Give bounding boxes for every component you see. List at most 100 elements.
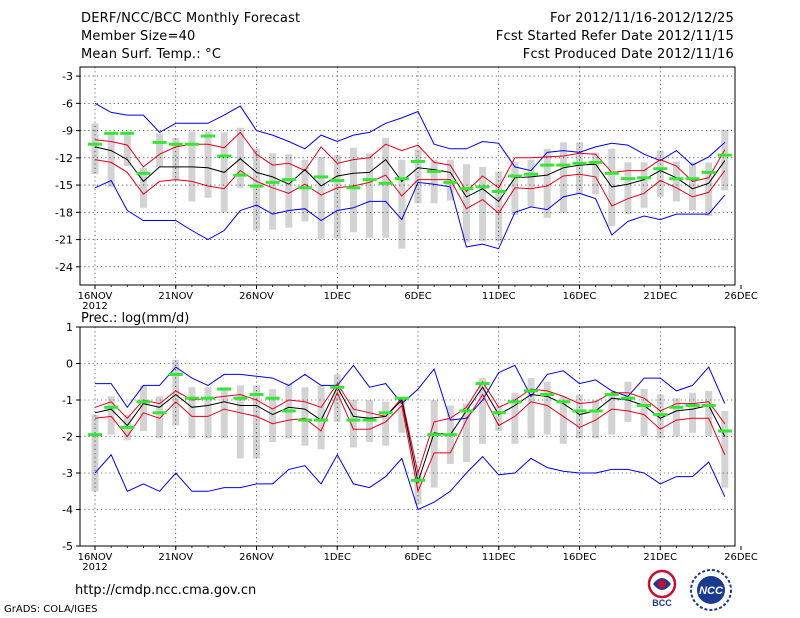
temp-x-tick-label: 26DEC	[724, 291, 758, 302]
temp-y-tick-label: -6	[62, 97, 73, 110]
temp-member-box	[366, 153, 374, 238]
precipitation-panel: 1 0 -1 -2 -3 -4 -5 16NOV 21NOV 26NOV 1DEC 6DEC 11DEC…	[62, 311, 758, 573]
prec-member-box	[705, 390, 713, 437]
prec-member-box	[156, 396, 164, 439]
prec-member-box	[107, 396, 115, 435]
prec-x-tick-label: 26NOV	[239, 552, 274, 563]
prec-x-tick-label: 16NOV	[78, 552, 113, 563]
temp-member-box	[91, 123, 99, 175]
header-title: DERF/NCC/BCC Monthly Forecast	[81, 11, 301, 26]
prec-x-tick-label: 26DEC	[724, 552, 758, 563]
prec-member-box	[608, 394, 616, 435]
temp-series-upper-spread	[94, 131, 726, 193]
prec-y-tick-label: -1	[62, 394, 73, 407]
temp-y-tick-label: -9	[62, 125, 73, 138]
temp-plot-frame	[79, 66, 736, 286]
temp-member-box	[398, 159, 406, 249]
temp-member-box	[285, 154, 293, 228]
prec-series-lower-spread	[94, 391, 726, 494]
prec-member-box	[91, 414, 99, 492]
prec-member-box	[430, 400, 438, 488]
prec-member-box	[640, 389, 648, 437]
prec-member-box	[204, 387, 212, 439]
prec-x-tick-label: 21NOV	[158, 552, 193, 563]
temp-member-box	[527, 159, 535, 207]
prec-member-box	[333, 374, 341, 422]
temp-year-label: 2012	[82, 301, 107, 312]
temp-member-box	[559, 142, 567, 214]
prec-x-tick-label: 6DEC	[404, 552, 431, 563]
temperature-panel: -3 -6 -9 -12 -15 -18 -21 -24 16NOV 21NOV 26NOV 1DEC…	[55, 66, 758, 312]
prec-series-ensemble-mean	[94, 386, 726, 485]
temp-member-box	[705, 162, 713, 216]
temp-y-tick-label: -21	[55, 234, 73, 247]
temp-member-box	[414, 148, 422, 204]
prec-member-box	[462, 403, 470, 463]
temp-y-tick-label: -3	[62, 70, 73, 83]
temp-member-box	[317, 156, 325, 239]
temp-member-box	[430, 159, 438, 204]
temp-y-tick-label: -12	[55, 152, 73, 165]
temp-member-box	[382, 137, 390, 238]
temp-y-tick-label: -24	[55, 261, 73, 274]
temp-x-tick-label: 21NOV	[158, 291, 193, 302]
prec-member-box	[139, 385, 147, 432]
temp-x-tick-label: 26NOV	[239, 291, 274, 302]
prec-y-tick-label: -2	[62, 431, 73, 444]
member-size-label: Member Size=40	[81, 29, 196, 44]
prec-member-box	[398, 398, 406, 433]
prec-y-tick-label: 1	[66, 321, 73, 334]
temp-x-tick-label: 16DEC	[563, 291, 597, 302]
prec-member-box	[349, 400, 357, 448]
prec-member-box	[624, 381, 632, 422]
bcc-logo: BCC	[647, 569, 677, 608]
temp-x-tick-label: 21DEC	[643, 291, 677, 302]
prec-y-tick-label: -5	[62, 540, 73, 553]
prec-member-box	[317, 385, 325, 450]
ncc-logo-text: NCC	[699, 585, 724, 597]
temp-member-box	[333, 155, 341, 239]
prec-year-label: 2012	[82, 562, 107, 573]
prec-member-box	[479, 378, 487, 444]
prec-series-upper-envelope	[95, 364, 726, 421]
temp-member-box	[204, 131, 212, 198]
prec-member-box	[301, 387, 309, 446]
temp-member-box	[107, 132, 115, 187]
temp-member-box	[156, 133, 164, 167]
prec-x-tick-label: 21DEC	[643, 552, 677, 563]
prec-member-box	[414, 473, 422, 505]
temp-series-lower-envelope	[94, 179, 726, 250]
prec-member-box	[576, 394, 583, 439]
prec-y-tick-label: 0	[66, 358, 73, 371]
prec-member-box	[269, 389, 277, 442]
temp-series-upper-envelope	[94, 102, 726, 172]
temp-x-tick-label: 1DEC	[324, 291, 351, 302]
produced-date: Fcst Produced Date 2012/11/16	[522, 47, 734, 62]
temp-member-box	[479, 166, 487, 242]
temp-member-box	[172, 137, 180, 181]
prec-member-box	[172, 359, 180, 426]
temp-member-box	[543, 148, 551, 218]
temp-member-box	[656, 150, 664, 197]
prec-member-box	[543, 381, 551, 435]
temp-member-box	[624, 162, 632, 215]
temp-y-tick-label: -15	[55, 179, 73, 192]
prec-member-box	[592, 400, 600, 439]
temp-member-box	[592, 152, 600, 195]
prec-y-tick-label: -3	[62, 467, 73, 480]
prec-member-box	[527, 378, 535, 439]
temp-y-tick-label: -18	[55, 206, 73, 219]
temp-series-lower-spread	[94, 159, 726, 214]
prec-member-box	[672, 398, 680, 437]
variable-label: Mean Surf. Temp.: °C	[81, 47, 222, 62]
temp-member-box	[123, 131, 131, 167]
temp-member-box	[721, 129, 729, 191]
ncc-logo: NCC	[690, 569, 732, 611]
prec-member-box	[656, 394, 664, 439]
temp-x-tick-label: 11DEC	[482, 291, 516, 302]
temp-member-box	[349, 147, 357, 233]
temp-member-box	[689, 162, 697, 211]
temp-member-box	[139, 167, 147, 208]
prec-x-tick-label: 11DEC	[482, 552, 516, 563]
source-url: http://cmdp.ncc.cma.gov.cn	[75, 583, 257, 598]
